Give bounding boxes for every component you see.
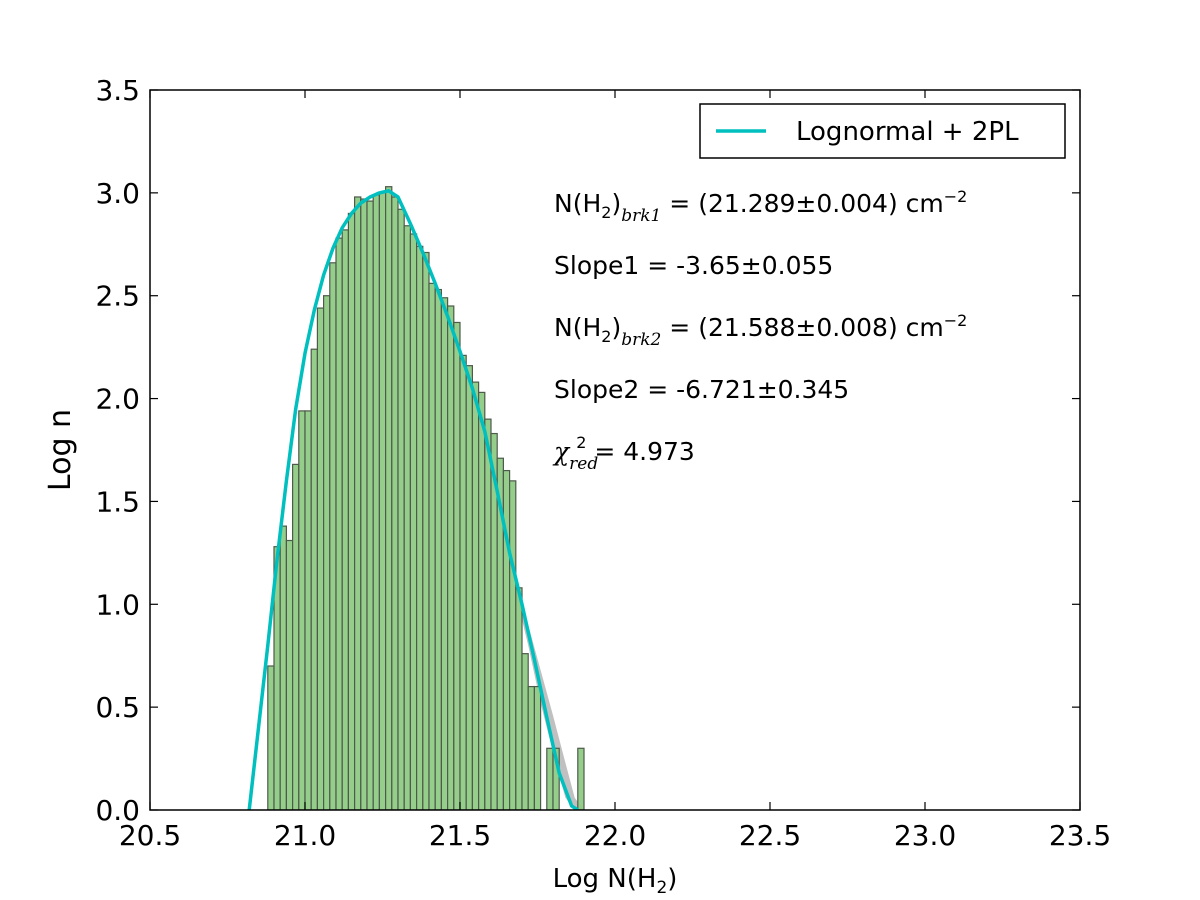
histogram-bar	[434, 288, 443, 810]
histogram-bar	[385, 186, 393, 810]
plot-content	[247, 186, 585, 810]
histogram-bar	[403, 225, 412, 810]
x-axis-label: Log N(H2)	[553, 864, 678, 898]
histogram-bar	[422, 251, 430, 810]
histogram-bar	[521, 653, 529, 810]
x-tick-label: 23.5	[1049, 819, 1111, 852]
y-tick-label: 2.5	[95, 280, 140, 313]
x-axis-label-prefix: Log N(H	[553, 864, 657, 894]
histogram-bar	[329, 262, 337, 810]
x-tick-label: 22.5	[739, 819, 801, 852]
histogram-bar	[372, 194, 381, 810]
histogram-bar	[347, 212, 356, 810]
histogram-bar	[267, 665, 275, 810]
histogram-bar	[546, 747, 554, 810]
fit-annotations: N(H2)brk1 = (21.289±0.004) cm−2 Slope1 = …	[552, 187, 967, 474]
fit-annotation-line: Slope2 = -6.721±0.345	[554, 375, 849, 404]
histogram-bar	[409, 233, 418, 810]
histogram-bar	[577, 747, 585, 810]
x-tick-label: 21.0	[274, 819, 336, 852]
x-tick-label: 21.5	[429, 819, 491, 852]
histogram-bar	[316, 307, 325, 810]
y-tick-label: 3.0	[95, 177, 140, 210]
histogram-bar	[478, 391, 486, 810]
histogram-bar	[397, 208, 405, 810]
histogram-bar	[471, 381, 480, 810]
axis-ticks: 20.5 21.0 21.5 22.0 22.5 23.0 23.5 0.0 0.5 1.0 1.5…	[95, 74, 1111, 852]
x-tick-label: 22.0	[584, 819, 646, 852]
y-tick-label: 1.5	[95, 485, 140, 518]
histogram-bar	[428, 282, 436, 810]
histogram-bar	[341, 229, 350, 810]
histogram-bar	[298, 410, 306, 810]
histogram-bar	[279, 525, 288, 810]
fit-curve-line	[247, 189, 579, 810]
histogram-bar	[533, 685, 542, 810]
histogram-bar	[484, 418, 492, 810]
histogram-bar	[509, 480, 517, 810]
legend: Lognormal + 2PL	[699, 103, 1066, 159]
histogram-bar	[515, 587, 523, 810]
histogram-bar	[391, 196, 399, 810]
x-tick-label: 23.0	[894, 819, 956, 852]
fit-annotation-line: N(H2)brk1 = (21.289±0.004) cm−2	[554, 187, 967, 226]
histogram-bar	[323, 295, 331, 810]
y-tick-label: 0.5	[95, 691, 140, 724]
x-axis-label-suffix: )	[667, 864, 677, 894]
histogram-bar	[292, 463, 300, 810]
histogram-bar	[416, 245, 424, 810]
histogram-bar	[453, 321, 461, 810]
fit-annotation-line: Slope1 = -3.65±0.055	[554, 251, 833, 280]
histogram-bar	[459, 354, 467, 810]
plot-area	[247, 186, 585, 810]
histogram-bar	[447, 305, 455, 810]
histogram-bar	[285, 539, 294, 810]
fit-annotation-line: χred2 = 4.973	[552, 433, 695, 474]
histogram-bar	[440, 297, 449, 810]
y-tick-label: 3.5	[95, 74, 140, 107]
histogram-bar	[360, 198, 368, 810]
histogram-bar	[304, 410, 312, 810]
y-tick-label: 1.0	[95, 588, 140, 621]
y-tick-label: 0.0	[95, 794, 140, 827]
histogram-bar	[378, 192, 387, 810]
y-axis-label: Log n	[43, 409, 78, 491]
legend-label-fit: Lognormal + 2PL	[796, 117, 1019, 147]
histogram-bar	[335, 237, 343, 810]
histogram-bar	[527, 685, 536, 810]
histogram-bar	[366, 200, 374, 810]
axes-frame	[149, 89, 1081, 811]
histogram-bar	[354, 196, 362, 810]
fit-annotation-line: N(H2)brk2 = (21.588±0.008) cm−2	[554, 311, 967, 350]
histogram-bar	[465, 365, 474, 810]
x-tick-label: 20.5	[119, 819, 181, 852]
y-tick-label: 2.0	[95, 383, 140, 416]
histogram-bar	[310, 348, 319, 810]
x-axis-label-subscript: 2	[656, 878, 667, 898]
